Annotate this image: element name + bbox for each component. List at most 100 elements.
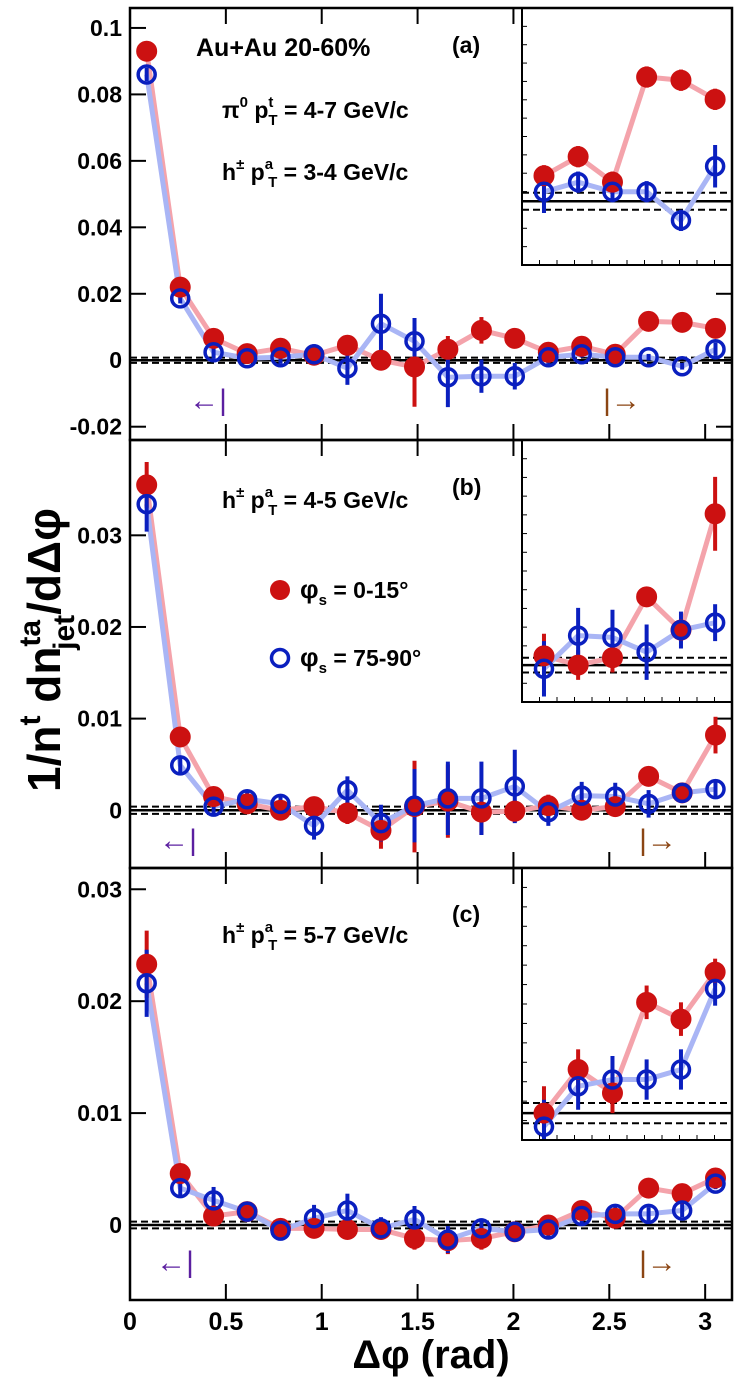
text-part: = 4-5 GeV/c [277,487,408,513]
marker [136,953,158,975]
x-tick-label: 0.5 [208,1308,243,1336]
marker [169,1177,191,1199]
text-part: φ [300,642,319,672]
marker [303,1208,325,1229]
marker [671,1200,693,1221]
marker [567,146,589,168]
marker [537,795,559,817]
assoc-label: h± pa T = 3-4 GeV/c [222,156,409,191]
region-arrow: ←| [189,384,227,417]
marker [567,171,589,193]
marker [671,311,693,333]
marker [203,1190,224,1211]
marker [571,799,593,821]
text-part: p [244,159,264,185]
text-part: φ [300,574,319,604]
text-part: p [244,922,264,948]
region-arrow: ←| [159,824,197,857]
y-tick-label: 0 [109,1212,122,1238]
marker [567,1076,589,1097]
marker [571,785,592,806]
marker [670,1059,692,1080]
marker [404,1209,425,1230]
x-tick-label: 2 [506,1308,520,1336]
inset-area [522,958,732,1140]
marker [705,317,727,339]
marker [671,355,693,377]
marker [670,69,692,91]
marker [404,795,425,816]
marker [638,765,660,787]
marker [571,344,592,365]
panel-label: (a) [452,32,480,58]
text-part: T [268,502,277,519]
marker [203,327,225,349]
y-tick-label: 0 [109,347,122,373]
marker [136,493,157,515]
marker [704,88,726,110]
inset [521,7,733,266]
y-tick-label: 0.03 [77,876,122,902]
marker [636,586,658,608]
marker [638,347,659,368]
marker [670,619,692,641]
marker [604,786,626,807]
marker [270,799,291,821]
text-part: = 4-7 GeV/c [278,97,409,123]
text-part: 1/n [18,726,70,792]
marker [704,978,726,1000]
text-part: π [222,97,240,123]
region-arrow: ←| [156,1246,194,1279]
legend [269,580,291,669]
x-tick-label: 0 [123,1308,137,1336]
marker [270,347,291,368]
marker [638,1203,659,1225]
marker [337,1200,358,1221]
marker [136,40,158,62]
plot-area [130,40,732,408]
y-tick-label: 0.06 [77,148,122,174]
marker [370,349,392,371]
panel-frame [128,866,734,1302]
marker [169,1163,191,1185]
text-part: = 75-90° [327,645,421,671]
marker [602,627,623,648]
marker [670,210,692,231]
marker [236,343,258,365]
marker [636,641,657,663]
marker [136,973,157,994]
text-part: dn [18,647,70,716]
inset-area [522,476,732,697]
x-axis-label: Δφ (rad) [352,1333,509,1377]
legend-entry: φs = 0-15° [300,574,408,609]
text-part: t [268,94,273,111]
marker [236,348,258,369]
inset [521,867,733,1141]
marker [404,331,425,352]
marker [705,1167,727,1189]
marker [437,788,459,809]
panel: -0.02 0 0.02 0.04 0.06 0.08 0.1 ←| |→ [70,6,734,442]
text-part: ± [236,156,244,173]
marker [636,66,658,88]
text-part: h [222,159,236,185]
panel-label: (c) [452,901,480,927]
marker [705,339,726,360]
panel-label: (b) [452,474,481,500]
text-part: /dΔφ [18,508,70,615]
marker [538,801,559,823]
marker [203,342,224,363]
marker [270,1220,291,1241]
text-part: h [222,487,236,513]
marker [571,1205,592,1227]
marker [636,1069,657,1090]
marker [437,366,459,388]
marker [437,1229,459,1250]
marker [604,347,626,368]
panel: 0 0.01 0.02 0.03 0 0.5 1 1.5 2 2.5 3 ←| |→ [77,866,734,1336]
marker [504,776,526,797]
plots: -0.02 0 0.02 0.04 0.06 0.08 0.1 ←| |→ 0 0.01 0.02 0.… [70,6,734,1336]
marker [136,474,158,496]
x-tick-label: 1.5 [400,1308,435,1336]
